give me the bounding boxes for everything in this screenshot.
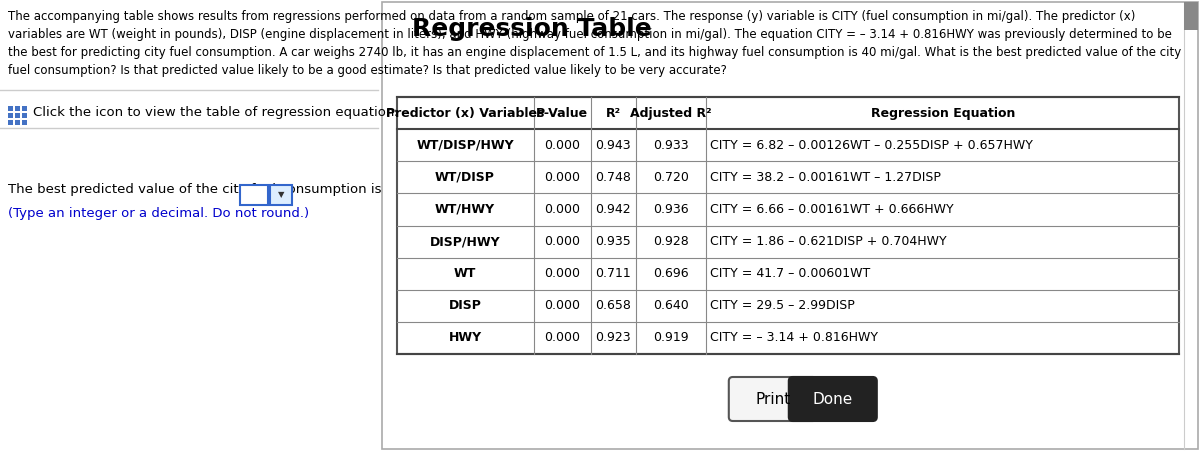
Text: 0.720: 0.720: [653, 171, 689, 184]
FancyBboxPatch shape: [14, 113, 20, 118]
Text: Regression Equation: Regression Equation: [870, 106, 1015, 120]
Text: (Type an integer or a decimal. Do not round.): (Type an integer or a decimal. Do not ro…: [8, 207, 310, 220]
Text: CITY = 29.5 – 2.99DISP: CITY = 29.5 – 2.99DISP: [710, 299, 856, 312]
Text: 0.711: 0.711: [595, 267, 631, 280]
Text: Regression Table: Regression Table: [412, 17, 652, 41]
Text: CITY = 41.7 – 0.00601WT: CITY = 41.7 – 0.00601WT: [710, 267, 871, 280]
FancyBboxPatch shape: [14, 120, 20, 125]
Text: 0.928: 0.928: [653, 235, 689, 248]
Text: WT: WT: [454, 267, 476, 280]
Text: DISP: DISP: [449, 299, 481, 312]
Text: 0.000: 0.000: [544, 332, 580, 344]
FancyBboxPatch shape: [396, 97, 1178, 354]
FancyBboxPatch shape: [8, 120, 13, 125]
Text: 0.000: 0.000: [544, 235, 580, 248]
FancyBboxPatch shape: [1184, 2, 1198, 30]
Text: 0.000: 0.000: [544, 171, 580, 184]
Text: CITY = 6.66 – 0.00161WT + 0.666HWY: CITY = 6.66 – 0.00161WT + 0.666HWY: [710, 203, 954, 216]
Text: 0.640: 0.640: [653, 299, 689, 312]
Text: 0.942: 0.942: [595, 203, 631, 216]
Text: 0.936: 0.936: [654, 203, 689, 216]
Text: CITY = 38.2 – 0.00161WT – 1.27DISP: CITY = 38.2 – 0.00161WT – 1.27DISP: [710, 171, 941, 184]
FancyBboxPatch shape: [8, 113, 13, 118]
FancyBboxPatch shape: [22, 113, 28, 118]
FancyBboxPatch shape: [270, 185, 292, 205]
Text: The accompanying table shows results from regressions performed on data from a r: The accompanying table shows results fro…: [8, 10, 1135, 23]
Text: WT/DISP/HWY: WT/DISP/HWY: [416, 139, 514, 152]
Text: fuel consumption? Is that predicted value likely to be a good estimate? Is that : fuel consumption? Is that predicted valu…: [8, 64, 727, 77]
Text: CITY = – 3.14 + 0.816HWY: CITY = – 3.14 + 0.816HWY: [710, 332, 878, 344]
Text: 0.933: 0.933: [654, 139, 689, 152]
Text: Adjusted R²: Adjusted R²: [630, 106, 712, 120]
FancyBboxPatch shape: [240, 185, 268, 205]
Text: 0.658: 0.658: [595, 299, 631, 312]
Text: Predictor (x) Variables: Predictor (x) Variables: [386, 106, 545, 120]
Text: WT/DISP: WT/DISP: [436, 171, 494, 184]
FancyBboxPatch shape: [8, 106, 13, 111]
Text: WT/HWY: WT/HWY: [434, 203, 496, 216]
Text: 0.000: 0.000: [544, 203, 580, 216]
Text: the best for predicting city fuel consumption. A car weighs 2740 lb, it has an e: the best for predicting city fuel consum…: [8, 46, 1181, 59]
Text: 0.748: 0.748: [595, 171, 631, 184]
Text: 0.000: 0.000: [544, 139, 580, 152]
Text: 0.000: 0.000: [544, 267, 580, 280]
Text: P-Value: P-Value: [536, 106, 588, 120]
Text: CITY = 1.86 – 0.621DISP + 0.704HWY: CITY = 1.86 – 0.621DISP + 0.704HWY: [710, 235, 947, 248]
FancyBboxPatch shape: [728, 377, 817, 421]
Text: HWY: HWY: [449, 332, 481, 344]
Text: 0.919: 0.919: [654, 332, 689, 344]
Text: 0.935: 0.935: [595, 235, 631, 248]
Text: Done: Done: [812, 391, 853, 406]
Text: 0.696: 0.696: [654, 267, 689, 280]
Text: Click the icon to view the table of regression equations.: Click the icon to view the table of regr…: [34, 106, 406, 119]
FancyBboxPatch shape: [14, 106, 20, 111]
Text: R²: R²: [606, 106, 620, 120]
Text: 0.943: 0.943: [595, 139, 631, 152]
Text: Print: Print: [755, 391, 791, 406]
Text: The best predicted value of the city fuel consumption is: The best predicted value of the city fue…: [8, 183, 382, 196]
FancyBboxPatch shape: [22, 120, 28, 125]
Text: variables are WT (weight in pounds), DISP (engine displacement in liters), and H: variables are WT (weight in pounds), DIS…: [8, 28, 1172, 41]
FancyBboxPatch shape: [22, 106, 28, 111]
Text: 0.923: 0.923: [595, 332, 631, 344]
FancyBboxPatch shape: [788, 377, 877, 421]
Text: CITY = 6.82 – 0.00126WT – 0.255DISP + 0.657HWY: CITY = 6.82 – 0.00126WT – 0.255DISP + 0.…: [710, 139, 1033, 152]
Text: 0.000: 0.000: [544, 299, 580, 312]
Text: ▼: ▼: [277, 191, 284, 199]
FancyBboxPatch shape: [382, 2, 1198, 449]
Text: DISP/HWY: DISP/HWY: [430, 235, 500, 248]
